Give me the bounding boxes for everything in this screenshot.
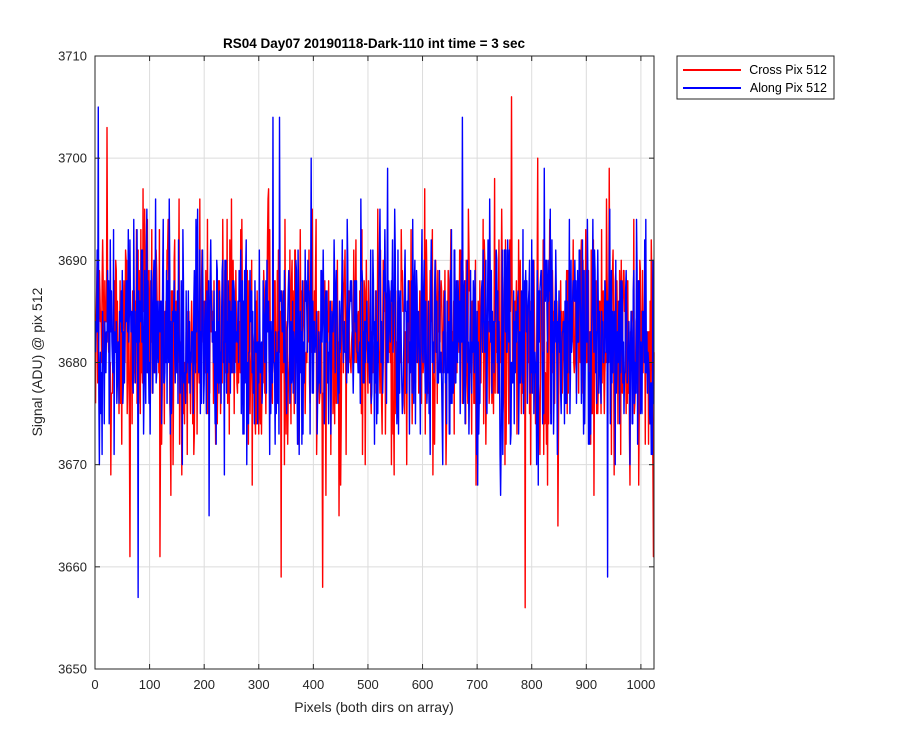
x-tick-label: 1000 <box>626 677 655 692</box>
x-tick-label: 900 <box>575 677 597 692</box>
y-tick-label: 3680 <box>58 355 87 370</box>
x-tick-label: 500 <box>357 677 379 692</box>
y-axis-label: Signal (ADU) @ pix 512 <box>29 287 45 436</box>
series-layer <box>94 96 655 609</box>
legend-label-cross: Cross Pix 512 <box>749 63 827 77</box>
x-tick-label: 700 <box>466 677 488 692</box>
x-tick-label: 400 <box>303 677 325 692</box>
legend-box <box>676 55 835 100</box>
x-tick-label: 300 <box>248 677 270 692</box>
x-tick-label: 100 <box>139 677 161 692</box>
x-tick-label: 600 <box>412 677 434 692</box>
series-line-along-pix-512 <box>94 106 655 599</box>
ticks: 0 100 200 300 400 500 600 700 800 900 1000 3650 3660… <box>58 49 655 693</box>
y-tick-label: 3660 <box>58 559 87 574</box>
legend: Cross Pix 512 Along Pix 512 <box>676 55 835 100</box>
x-tick-label: 0 <box>91 677 98 692</box>
y-tick-label: 3690 <box>58 253 87 268</box>
x-tick-label: 200 <box>193 677 215 692</box>
y-tick-label: 3650 <box>58 662 87 677</box>
chart-title: RS04 Day07 20190118-Dark-110 int time = … <box>223 36 526 51</box>
x-tick-label: 800 <box>521 677 543 692</box>
legend-label-along: Along Pix 512 <box>750 81 827 95</box>
x-axis-label: Pixels (both dirs on array) <box>294 699 454 715</box>
y-tick-label: 3670 <box>58 457 87 472</box>
y-tick-label: 3710 <box>58 49 87 64</box>
y-tick-label: 3700 <box>58 151 87 166</box>
